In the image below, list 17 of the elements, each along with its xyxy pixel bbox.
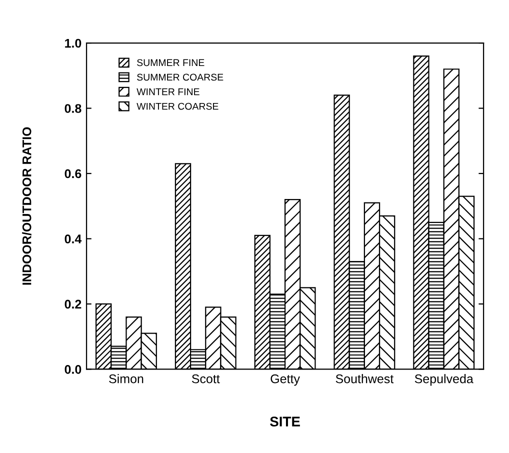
x-tick-label: Sepulveda xyxy=(414,374,474,386)
y-tick-label: 0.2 xyxy=(64,300,82,309)
legend-label: SUMMER FINE xyxy=(137,59,204,66)
y-tick-label: 0.4 xyxy=(64,234,82,244)
y-tick-label: 0.6 xyxy=(64,169,82,178)
x-tick-label: Getty xyxy=(270,374,300,386)
x-tick-label: Southwest xyxy=(336,374,394,384)
y-axis-title: INDOOR/OUTDOOR RATIO xyxy=(22,127,32,285)
legend-label: SUMMER COARSE xyxy=(137,74,224,81)
legend-label: WINTER COARSE xyxy=(136,102,218,110)
y-tick-label: 1.0 xyxy=(65,38,82,48)
y-tick-label: 0.8 xyxy=(64,104,82,113)
y-tick-label: 0.0 xyxy=(64,364,82,374)
x-tick-label: Simon xyxy=(109,374,144,384)
x-axis-title: SITE xyxy=(270,416,300,426)
x-tick-label: Scott xyxy=(192,374,220,384)
legend-label: WINTER FINE xyxy=(136,88,200,96)
